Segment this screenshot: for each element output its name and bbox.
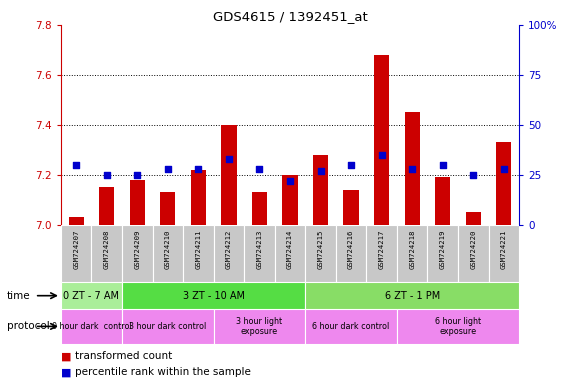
Text: 6 ZT - 1 PM: 6 ZT - 1 PM (385, 291, 440, 301)
Bar (153, 225, 183, 282)
Point (285, 178, 295, 184)
Point (255, 166, 264, 172)
Point (408, 166, 417, 172)
Text: GDS4615 / 1392451_at: GDS4615 / 1392451_at (213, 10, 367, 23)
Bar (122, 309, 213, 344)
Bar (343, 190, 358, 225)
Bar (397, 309, 519, 344)
Bar (61, 309, 122, 344)
Bar (122, 225, 153, 282)
Text: 0 hour dark  control: 0 hour dark control (52, 322, 131, 331)
Bar (129, 180, 145, 225)
Text: 3 hour dark control: 3 hour dark control (129, 322, 206, 331)
Text: GSM724219: GSM724219 (440, 229, 446, 269)
Bar (435, 177, 451, 225)
Text: GSM724207: GSM724207 (73, 229, 79, 269)
Text: time: time (7, 291, 31, 301)
Point (438, 162, 447, 168)
Bar (61, 225, 92, 282)
Text: 6 hour light
exposure: 6 hour light exposure (435, 317, 481, 336)
Point (469, 172, 478, 178)
Point (71, 162, 81, 168)
Text: GSM724217: GSM724217 (379, 229, 385, 269)
Bar (405, 113, 420, 225)
Text: GSM724216: GSM724216 (348, 229, 354, 269)
Text: 6 hour dark control: 6 hour dark control (313, 322, 390, 331)
Bar (92, 225, 122, 282)
Bar (244, 225, 275, 282)
Bar (397, 225, 427, 282)
Bar (122, 282, 305, 309)
Bar (222, 125, 237, 225)
Bar (305, 225, 336, 282)
Point (499, 166, 509, 172)
Text: GSM724208: GSM724208 (104, 229, 110, 269)
Bar (305, 282, 519, 309)
Text: protocol: protocol (7, 321, 50, 331)
Text: ■: ■ (61, 351, 71, 361)
Text: 0 ZT - 7 AM: 0 ZT - 7 AM (63, 291, 119, 301)
Bar (427, 225, 458, 282)
Bar (160, 192, 176, 225)
Text: GSM724221: GSM724221 (501, 229, 507, 269)
Bar (336, 225, 367, 282)
Bar (282, 175, 298, 225)
Text: GSM724213: GSM724213 (256, 229, 263, 269)
Point (133, 172, 142, 178)
Bar (305, 309, 397, 344)
Bar (68, 217, 84, 225)
Text: percentile rank within the sample: percentile rank within the sample (75, 367, 251, 377)
Bar (99, 187, 114, 225)
Point (346, 162, 356, 168)
Text: GSM724218: GSM724218 (409, 229, 415, 269)
Bar (275, 225, 305, 282)
Bar (213, 309, 305, 344)
Point (102, 172, 111, 178)
Point (316, 168, 325, 174)
Bar (313, 155, 328, 225)
Text: GSM724209: GSM724209 (134, 229, 140, 269)
Bar (374, 55, 389, 225)
Text: GSM724214: GSM724214 (287, 229, 293, 269)
Point (194, 166, 203, 172)
Text: ■: ■ (61, 367, 71, 377)
Point (377, 152, 386, 158)
Bar (252, 192, 267, 225)
Text: GSM724215: GSM724215 (317, 229, 324, 269)
Text: GSM724220: GSM724220 (470, 229, 476, 269)
Bar (61, 282, 122, 309)
Text: transformed count: transformed count (75, 351, 173, 361)
Bar (466, 212, 481, 225)
Text: GSM724211: GSM724211 (195, 229, 201, 269)
Text: GSM724210: GSM724210 (165, 229, 171, 269)
Text: 3 ZT - 10 AM: 3 ZT - 10 AM (183, 291, 245, 301)
Point (224, 156, 234, 162)
Text: 3 hour light
exposure: 3 hour light exposure (237, 317, 282, 336)
Bar (496, 142, 512, 225)
Bar (213, 225, 244, 282)
Bar (183, 225, 213, 282)
Bar (488, 225, 519, 282)
Bar (458, 225, 488, 282)
Text: GSM724212: GSM724212 (226, 229, 232, 269)
Point (163, 166, 172, 172)
Bar (367, 225, 397, 282)
Bar (191, 170, 206, 225)
